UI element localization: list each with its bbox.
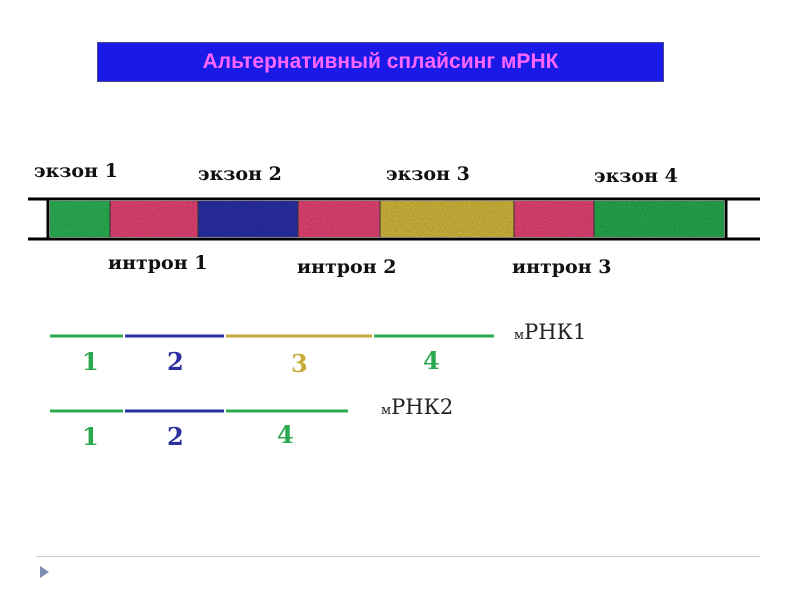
page-title: Альтернативный сплайсинг мРНК xyxy=(202,50,559,73)
mrna1-segment-1: 1 xyxy=(82,347,99,376)
mrna1-segment-2: 2 xyxy=(167,347,184,376)
intron-label-2: интрон 2 xyxy=(297,256,397,278)
mrna2-segment-1: 1 xyxy=(82,422,99,451)
intron-3-block xyxy=(514,201,594,237)
exon-label-1: экзон 1 xyxy=(34,160,118,182)
mrna2-track xyxy=(50,409,348,413)
mrna2-segment-2: 2 xyxy=(167,422,184,451)
exon-2-block xyxy=(198,201,298,237)
title-banner: Альтернативный сплайсинг мРНК xyxy=(97,42,664,82)
mrna1-prefix: м xyxy=(514,328,525,343)
exon-1-block xyxy=(50,201,110,237)
exon-4-block xyxy=(594,201,724,237)
exon-label-4: экзон 4 xyxy=(594,165,678,187)
intron-1-block xyxy=(110,201,198,237)
intron-label-3: интрон 3 xyxy=(512,256,612,278)
mrna2-label: мРНК2 xyxy=(381,395,453,419)
mrna2-name: РНК2 xyxy=(391,395,454,419)
mrna1-segment-3: 3 xyxy=(291,349,308,378)
mrna2-prefix: м xyxy=(381,403,392,418)
exon-label-3: экзон 3 xyxy=(386,163,470,185)
exon-3-block xyxy=(380,201,514,237)
gene-structure-diagram xyxy=(28,197,760,241)
footer-divider xyxy=(36,556,760,557)
mrna1-segment-4: 4 xyxy=(423,346,440,375)
intron-label-1: интрон 1 xyxy=(108,252,208,274)
mrna1-label: мРНК1 xyxy=(514,320,586,344)
exon-label-2: экзон 2 xyxy=(198,163,282,185)
mrna2-segment-3: 4 xyxy=(277,420,294,449)
intron-2-block xyxy=(298,201,380,237)
triangle-right-icon[interactable] xyxy=(40,566,49,578)
mrna1-track xyxy=(50,334,494,338)
mrna1-name: РНК1 xyxy=(524,320,587,344)
